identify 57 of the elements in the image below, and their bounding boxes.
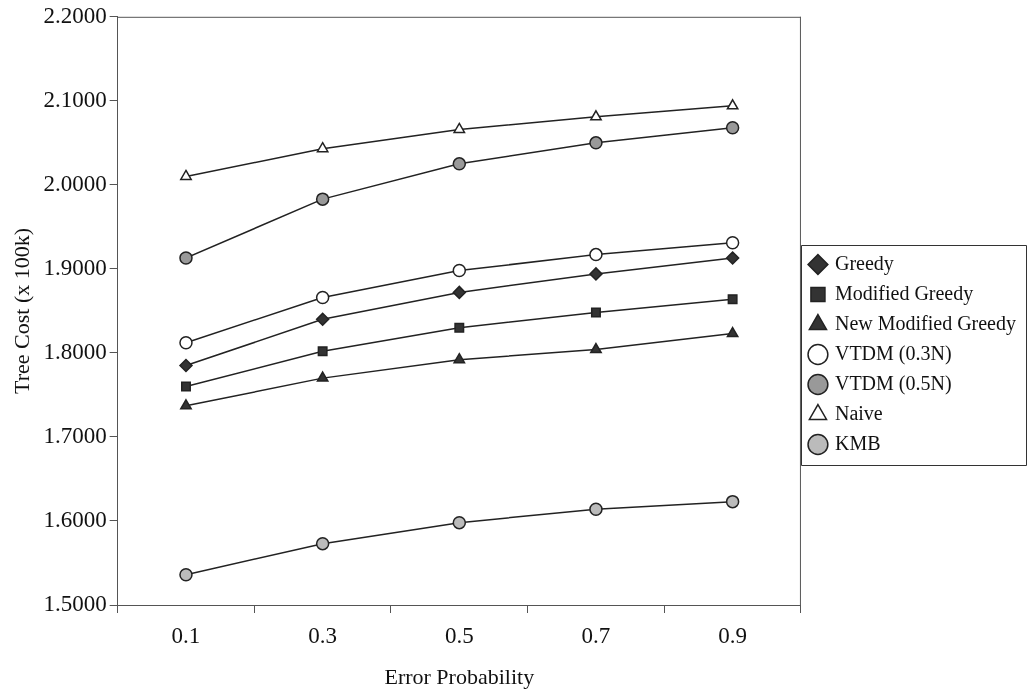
point: [725, 120, 740, 135]
x-tick-label: 0.5: [444, 622, 474, 648]
point: [453, 122, 466, 134]
legend-label: New Modified Greedy: [834, 311, 1017, 335]
x-tick-label: 0.9: [718, 622, 747, 648]
point: [726, 99, 739, 110]
point: [452, 263, 467, 278]
point: [315, 312, 330, 327]
y-tick-label: 1.7000: [43, 422, 107, 448]
point: [726, 326, 739, 338]
point: [315, 536, 330, 551]
point: [589, 136, 603, 150]
point: [315, 192, 330, 206]
y-tick-label: 2.1000: [43, 86, 107, 112]
x-tick-label: 0.7: [581, 622, 611, 648]
legend-label: Naive: [834, 401, 883, 424]
legend-label: KMB: [834, 431, 881, 454]
point: [179, 251, 193, 265]
legend-label: VTDM (0.5N): [834, 371, 952, 395]
point: [315, 290, 330, 305]
y-axis-title: Tree Cost (x 100k): [8, 227, 34, 394]
legend-label: Modified Greedy: [834, 281, 974, 305]
point: [452, 157, 467, 171]
point: [725, 236, 740, 250]
y-tick-label: 2.2000: [43, 2, 107, 28]
y-tick-label: 2.0000: [43, 170, 107, 196]
point: [589, 247, 603, 262]
y-tick-label: 1.9000: [43, 254, 107, 280]
point: [590, 307, 601, 318]
point: [454, 322, 465, 333]
x-axis-title: Error Probability: [384, 663, 535, 689]
y-tick-label: 1.6000: [43, 507, 107, 533]
point: [452, 285, 467, 300]
point: [453, 352, 466, 364]
point: [179, 568, 193, 582]
y-tick-label: 1.8000: [43, 338, 107, 364]
legend-label: Greedy: [834, 251, 894, 275]
point: [180, 399, 192, 410]
point: [316, 371, 329, 382]
point: [725, 251, 740, 265]
x-tick-label: 0.1: [171, 622, 201, 648]
point: [589, 502, 603, 516]
point: [727, 294, 738, 305]
point: [180, 381, 191, 392]
legend-label: VTDM (0.3N): [834, 341, 952, 365]
point: [316, 141, 329, 153]
x-tick-label: 0.3: [308, 622, 338, 648]
point: [725, 494, 740, 509]
point: [589, 267, 603, 281]
point: [180, 169, 192, 181]
point: [590, 110, 602, 121]
point: [179, 358, 193, 373]
point: [590, 342, 602, 354]
point: [179, 336, 193, 350]
point: [452, 515, 467, 530]
y-tick-label: 1.5000: [43, 591, 107, 617]
point: [317, 346, 328, 357]
